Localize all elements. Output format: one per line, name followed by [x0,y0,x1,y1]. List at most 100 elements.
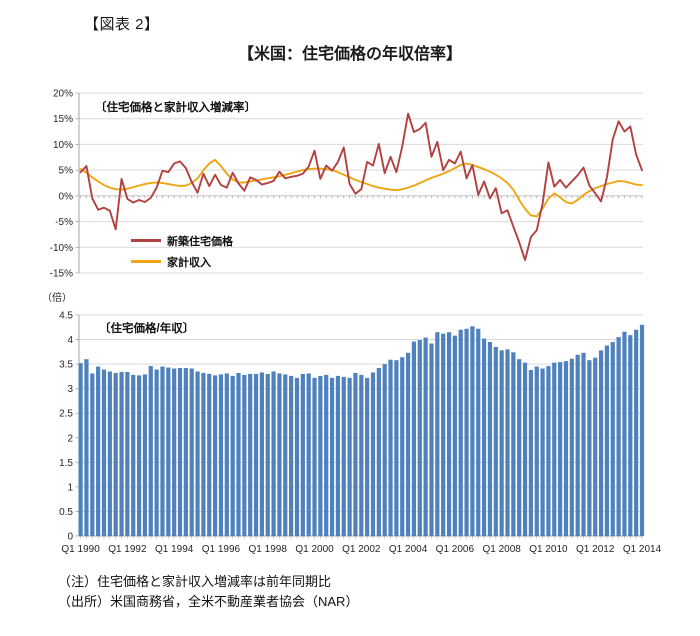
ratio-bar [148,366,153,536]
note-line: （注）住宅価格と家計収入増減率は前年同期比 [58,574,332,589]
x-tick-label: Q1 2000 [295,544,334,555]
x-tick-label: Q1 1996 [202,544,241,555]
ratio-bar [446,332,452,536]
ratio-bar [610,342,615,536]
ratio-bar [370,372,376,536]
ratio-bar [160,366,165,536]
x-tick-label: Q1 2010 [529,544,568,555]
ratio-bar [464,328,469,536]
x-tick-label: Q1 2006 [436,544,475,555]
ratio-bar [347,377,352,536]
ratio-bar [142,374,148,536]
ratio-bar [598,350,604,536]
y-tick-label: 10% [53,140,73,151]
ratio-bar [534,366,539,536]
ratio-bar [604,345,610,536]
y-tick-label: -5% [55,217,73,228]
ratio-bar [166,367,171,536]
legend-swatch-household-income [131,260,161,263]
ratio-bar [359,374,364,536]
ratio-bar [329,377,335,536]
note-line: （出所）米国商務省，全米不動産業者協会（NAR） [58,594,359,609]
y-tick-label: 3 [67,384,73,395]
ratio-bar [353,372,358,536]
figure-label: 【図表 2】 [84,16,160,33]
ratio-bar [616,337,621,536]
legend-label-household-income: 家計収入 [167,256,211,269]
ratio-bar [622,331,627,536]
ratio-bar [552,362,557,536]
ratio-bar [493,346,498,536]
ratio-bar [136,375,142,536]
ratio-bar [394,360,399,536]
x-tick-label: Q1 1994 [155,544,194,555]
y-tick-label: 20% [53,89,73,100]
ratio-bar [476,328,481,536]
x-tick-label: Q1 2012 [576,544,615,555]
ratio-bar [259,372,264,536]
ratio-bar [277,373,282,536]
x-tick-label: Q1 2002 [342,544,381,555]
y-tick-label: 4 [67,335,73,346]
bar-chart-inner-label: 〔住宅価格/年収〕 [99,323,195,335]
ratio-bar [201,372,206,536]
ratio-bar [224,373,229,536]
ratio-bar [558,362,563,536]
y-tick-label: 15% [53,114,73,125]
ratio-bar [78,363,83,536]
ratio-bar [335,375,341,536]
ratio-bar [365,377,370,536]
ratio-bars [78,324,645,536]
ratio-bar [382,364,387,536]
line-chart-inner-label: 〔住宅価格と家計収入増減率〕 [95,102,256,114]
ratio-bar [113,372,118,536]
new-home-price-line [79,112,643,262]
ratio-bar [470,326,475,536]
ratio-bar [213,375,218,536]
ratio-bar [183,368,188,536]
ratio-bar [131,374,136,536]
ratio-bar [265,373,270,536]
ratio-bar [271,371,276,536]
ratio-bar [540,368,545,536]
ratio-bar [207,373,212,536]
ratio-bar [499,350,504,536]
bar-chart-price-income-ratio: 4.5 4 3.5 3 2.5 2 1.5 1 0.5 0Q1 1990 Q1 1992 Q1 199… [59,311,662,556]
y-tick-label: 2.5 [59,409,73,420]
ratio-bar [154,369,159,536]
ratio-bar [300,373,305,536]
quarterly-tick-marks [80,195,643,199]
ratio-bar [253,373,259,536]
y-axis-ticks [75,92,79,274]
y-tick-label: 0.5 [59,507,73,518]
ratio-bar [177,368,183,536]
footnotes: （注）住宅価格と家計収入増減率は前年同期比 （出所）米国商務省，全米不動産業者協… [58,572,358,612]
ratio-bar [639,324,645,536]
ratio-bar [417,340,422,536]
legend: 新築住宅価格 家計収入 [131,230,233,272]
ratio-bar [189,368,194,536]
y-tick-label: 1.5 [59,458,73,469]
ratio-bar [388,359,393,536]
ratio-bar [376,368,381,536]
x-tick-label: Q1 2014 [623,544,662,555]
legend-item-new-home-price: 新築住宅価格 [131,230,233,251]
legend-label-new-home-price: 新築住宅価格 [167,235,233,248]
x-tick-label: Q1 2008 [482,544,521,555]
ratio-bar [242,374,247,536]
ratio-bar [289,375,294,536]
ratio-bar [294,377,300,536]
ratio-bar [283,374,288,536]
ratio-bar [581,352,586,536]
ratio-bar [528,370,533,536]
x-tick-label: Q1 1990 [61,544,100,555]
ratio-bar [458,329,463,536]
ratio-bar [511,352,516,536]
ratio-bar [423,337,428,536]
ratio-bar [593,357,598,536]
line-chart-growth-rates: 20% 15% 10% 5% 0% -5% -10% -15% [50,89,643,280]
ratio-bar [563,361,569,536]
ratio-bar [575,354,580,536]
ratio-bar [84,359,89,536]
ratio-bar [441,333,446,536]
